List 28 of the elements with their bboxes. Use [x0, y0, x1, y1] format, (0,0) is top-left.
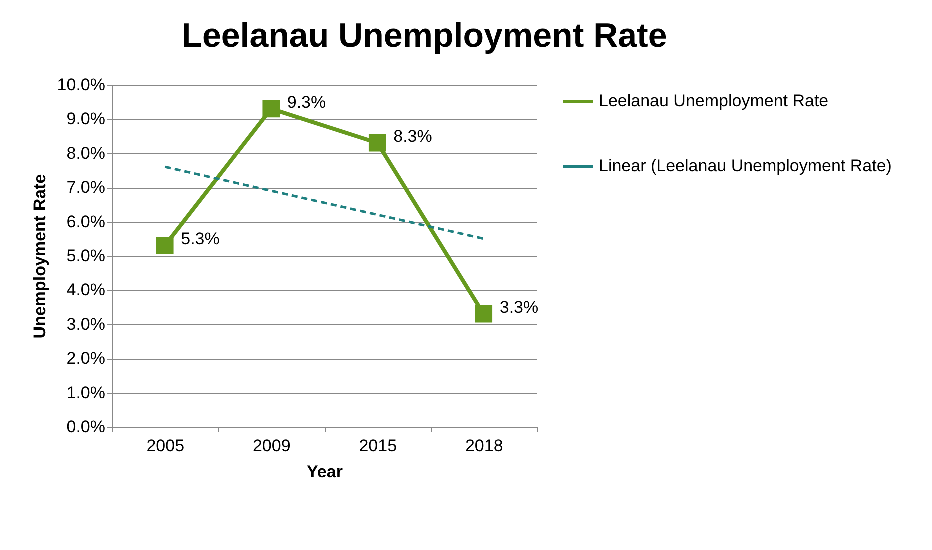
x-tick-label: 2015: [359, 436, 398, 456]
y-tick-label: 0.0%: [66, 418, 106, 436]
data-label: 8.3%: [394, 127, 432, 146]
chart-title: Leelanau Unemployment Rate: [182, 17, 668, 55]
y-tick-label: 2.0%: [66, 349, 106, 368]
x-axis-title: Year: [307, 462, 344, 482]
y-tick-label: 9.0%: [66, 110, 106, 129]
data-label: 5.3%: [181, 230, 220, 249]
y-tick-label: 6.0%: [66, 212, 106, 232]
point: [262, 100, 280, 118]
y-tick-label: 7.0%: [66, 178, 106, 198]
x-tick-label: 2009: [252, 436, 291, 456]
y-tick-label: 1.0%: [66, 383, 106, 402]
y-tick-label: 8.0%: [66, 144, 106, 163]
data-label: 3.3%: [500, 298, 539, 318]
legend-label: Linear (Leelanau Unemployment Rate): [599, 156, 892, 176]
y-tick-label: 10.0%: [57, 76, 106, 94]
y-axis-title: Unemployment Rate: [30, 174, 50, 339]
point: [156, 237, 174, 254]
point: [475, 305, 493, 323]
y-tick-label: 3.0%: [66, 314, 106, 334]
legend-label: Leelanau Unemployment Rate: [599, 92, 829, 110]
y-tick-label: 5.0%: [66, 246, 106, 266]
y-tick-label: 4.0%: [66, 280, 106, 300]
x-tick-label: 2018: [465, 436, 504, 456]
x-tick-label: 2005: [146, 436, 185, 456]
data-label: 9.3%: [287, 92, 326, 112]
point: [368, 134, 386, 152]
